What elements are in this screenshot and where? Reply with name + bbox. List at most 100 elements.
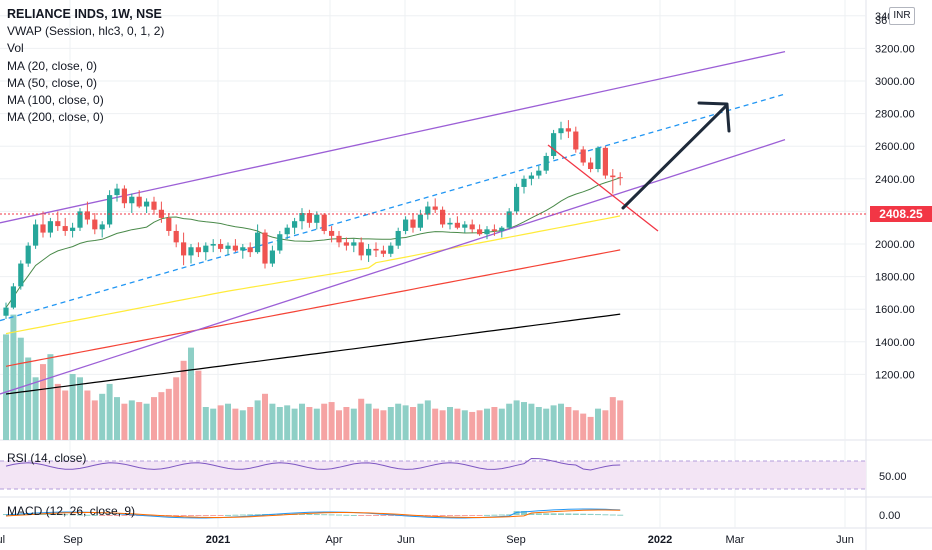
x-axis-tick-label: Jun	[836, 534, 854, 546]
macd-histogram-bar	[543, 513, 550, 515]
candle-body	[536, 170, 542, 176]
volume-bar	[195, 370, 202, 440]
x-axis-tick-label: Sep	[63, 534, 83, 546]
volume-bar	[128, 400, 135, 440]
candle-body	[410, 219, 416, 228]
volume-bar	[587, 416, 594, 440]
macd-histogram-bar	[99, 515, 106, 516]
candle-body	[10, 286, 16, 308]
macd-histogram-bar	[521, 511, 527, 515]
macd-histogram-bar	[77, 514, 83, 516]
candle-body	[92, 219, 98, 230]
resistance-trendline	[547, 144, 659, 232]
candle-body	[388, 245, 394, 254]
y-axis-tick-label: 3200.00	[875, 43, 915, 55]
volume-bar	[17, 337, 24, 440]
candle-body	[277, 234, 283, 251]
symbol-title[interactable]: RELIANCE INDS, 1W, NSE	[7, 7, 162, 21]
volume-bar	[602, 410, 609, 440]
macd-histogram-bar	[454, 515, 461, 516]
indicator-ma200[interactable]: MA (200, close, 0)	[7, 110, 104, 125]
indicator-ma50[interactable]: MA (50, close, 0)	[7, 75, 98, 90]
y-axis-tick-label: 1200.00	[875, 369, 915, 381]
candle-body	[358, 242, 364, 256]
macd-pane-label[interactable]: MACD (12, 26, close, 9)	[7, 504, 136, 518]
macd-histogram-bar	[587, 513, 594, 515]
macd-histogram-bar	[580, 513, 587, 515]
rsi-pane-label[interactable]: RSI (14, close)	[7, 451, 87, 465]
macd-histogram-bar	[254, 514, 261, 516]
candle-body	[499, 227, 505, 231]
y-axis-tick-label: 2600.00	[875, 141, 915, 153]
x-axis-tick-label: Jul	[0, 534, 5, 546]
y-axis-tick-label: 1600.00	[875, 304, 915, 316]
candle-body	[558, 128, 564, 134]
volume-bar	[106, 383, 113, 440]
volume-bar	[336, 410, 342, 440]
volume-bar	[3, 334, 9, 440]
candle-body	[299, 213, 305, 222]
candle-body	[506, 211, 512, 228]
volume-bar	[232, 408, 239, 440]
y-axis-tick-label: 2800.00	[875, 109, 915, 121]
volume-bar	[447, 407, 453, 440]
volume-bar	[439, 410, 446, 440]
macd-histogram-bar	[595, 514, 601, 516]
volume-bar	[358, 398, 365, 440]
candle-body	[25, 245, 31, 264]
macd-histogram-bar	[424, 515, 431, 517]
candle-body	[18, 263, 24, 287]
macd-axis-tick-label: 0.00	[879, 510, 900, 522]
volume-bar	[143, 403, 150, 440]
candle-body	[62, 226, 68, 231]
candle-body	[321, 214, 327, 231]
candle-body	[84, 211, 90, 220]
candle-body	[262, 232, 268, 264]
volume-bar	[10, 314, 17, 440]
candle-body	[617, 177, 623, 179]
candle-body	[188, 247, 194, 256]
volume-bar	[528, 403, 535, 440]
macd-histogram-bar	[306, 513, 313, 515]
x-axis-tick-label: 2022	[648, 534, 672, 546]
macd-histogram-bar	[373, 515, 379, 516]
candle-body	[292, 221, 298, 228]
volume-bar	[136, 402, 143, 440]
candle-body	[373, 248, 379, 251]
macd-signal-line	[5, 509, 621, 518]
volume-bar	[40, 364, 46, 440]
candle-body	[528, 175, 534, 179]
currency-badge[interactable]: INR	[889, 7, 915, 25]
macd-histogram-bar	[17, 513, 24, 515]
volume-bar	[313, 408, 320, 440]
indicator-ma100[interactable]: MA (100, close, 0)	[7, 93, 104, 108]
candle-body	[114, 188, 120, 196]
candle-body	[484, 229, 490, 235]
volume-bar	[410, 407, 416, 440]
indicator-ma20[interactable]: MA (20, close, 0)	[7, 58, 98, 73]
volume-bar	[225, 403, 231, 440]
candle-body	[99, 224, 105, 230]
volume-bar	[239, 410, 246, 440]
volume-bar	[291, 408, 298, 440]
macd-histogram-bar	[69, 514, 76, 516]
volume-bar	[254, 400, 261, 440]
volume-bar	[114, 397, 120, 440]
volume-bar	[617, 400, 624, 440]
candle-body	[33, 224, 39, 246]
candle-body	[521, 178, 527, 187]
candle-body	[469, 224, 475, 230]
candle-body	[491, 229, 497, 231]
volume-bar	[432, 408, 439, 440]
macd-histogram-bar	[469, 515, 476, 516]
candle-body	[602, 147, 608, 176]
indicator-vwap[interactable]: VWAP (Session, hlc3, 0, 1, 2)	[7, 24, 165, 39]
candle-body	[129, 196, 135, 204]
candle-body	[218, 244, 224, 249]
macd-histogram-bar	[321, 514, 328, 516]
candle-body	[181, 242, 187, 256]
indicator-volume[interactable]: Vol	[7, 41, 24, 56]
volume-bar	[328, 402, 335, 440]
